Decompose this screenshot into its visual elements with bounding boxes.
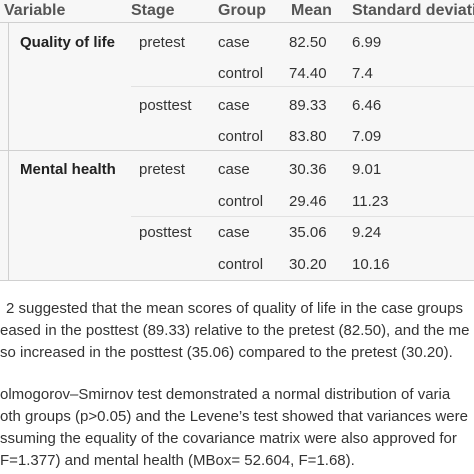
cell-sd: 7.4	[352, 65, 373, 82]
cell-mean: 89.33	[289, 97, 327, 114]
cell-sd: 6.99	[352, 34, 382, 51]
cell-sd: 7.09	[352, 128, 382, 145]
left-border-rule	[8, 22, 9, 280]
table-bottom-rule	[0, 280, 474, 281]
paragraph-1-line-3: so increased in the posttest (35.06) com…	[0, 344, 453, 361]
cell-mean: 74.40	[289, 65, 327, 82]
paragraph-1-line-2: eased in the posttest (89.33) relative t…	[0, 322, 470, 339]
paragraph-1-line-1: 2 suggested that the mean scores of qual…	[6, 300, 463, 317]
cell-sd: 9.24	[352, 224, 382, 241]
cell-stage: pretest	[139, 34, 185, 51]
paragraph-2-line-3: ssuming the equality of the covariance m…	[0, 430, 457, 447]
cell-mean: 82.50	[289, 34, 327, 51]
stage-separator-2	[131, 216, 474, 217]
header-variable: Variable	[4, 2, 66, 19]
stage-separator-1	[131, 86, 474, 87]
cell-mean: 30.20	[289, 256, 327, 273]
cell-mean: 35.06	[289, 224, 327, 241]
paragraph-2-line-2: oth groups (p>0.05) and the Levene’s tes…	[0, 408, 468, 425]
header-mean: Mean	[291, 2, 332, 19]
header-rule	[0, 22, 474, 23]
cell-group: control	[218, 65, 264, 82]
cell-mean: 30.36	[289, 161, 327, 178]
paragraph-2-line-4: F=1.377) and mental health (MBox= 52.604…	[0, 452, 355, 469]
cell-stage: pretest	[139, 161, 185, 178]
cell-group: control	[218, 128, 264, 145]
cell-sd: 11.23	[352, 193, 389, 210]
cell-group: case	[218, 224, 250, 241]
cell-mean: 29.46	[289, 193, 327, 210]
cell-mean: 83.80	[289, 128, 327, 145]
cell-variable-quality-of-life: Quality of life	[20, 34, 116, 51]
cell-stage: posttest	[139, 224, 192, 241]
statistics-table: Variable Stage Group Mean Standard devia…	[0, 0, 474, 281]
header-group: Group	[218, 2, 266, 19]
header-stage: Stage	[131, 2, 175, 19]
cell-group: case	[218, 97, 250, 114]
group-separator-rule	[0, 150, 474, 151]
cell-group: control	[218, 193, 264, 210]
cell-group: case	[218, 161, 250, 178]
cell-group: case	[218, 34, 250, 51]
header-standard-deviation: Standard deviati	[352, 2, 474, 19]
body-text: 2 suggested that the mean scores of qual…	[0, 281, 474, 474]
cell-sd: 6.46	[352, 97, 382, 114]
cell-stage: posttest	[139, 97, 192, 114]
paragraph-2-line-1: olmogorov–Smirnov test demonstrated a no…	[0, 386, 451, 403]
cell-sd: 9.01	[352, 161, 382, 178]
cell-variable-mental-health: Mental health	[20, 161, 116, 178]
cell-group: control	[218, 256, 264, 273]
cell-sd: 10.16	[352, 256, 390, 273]
